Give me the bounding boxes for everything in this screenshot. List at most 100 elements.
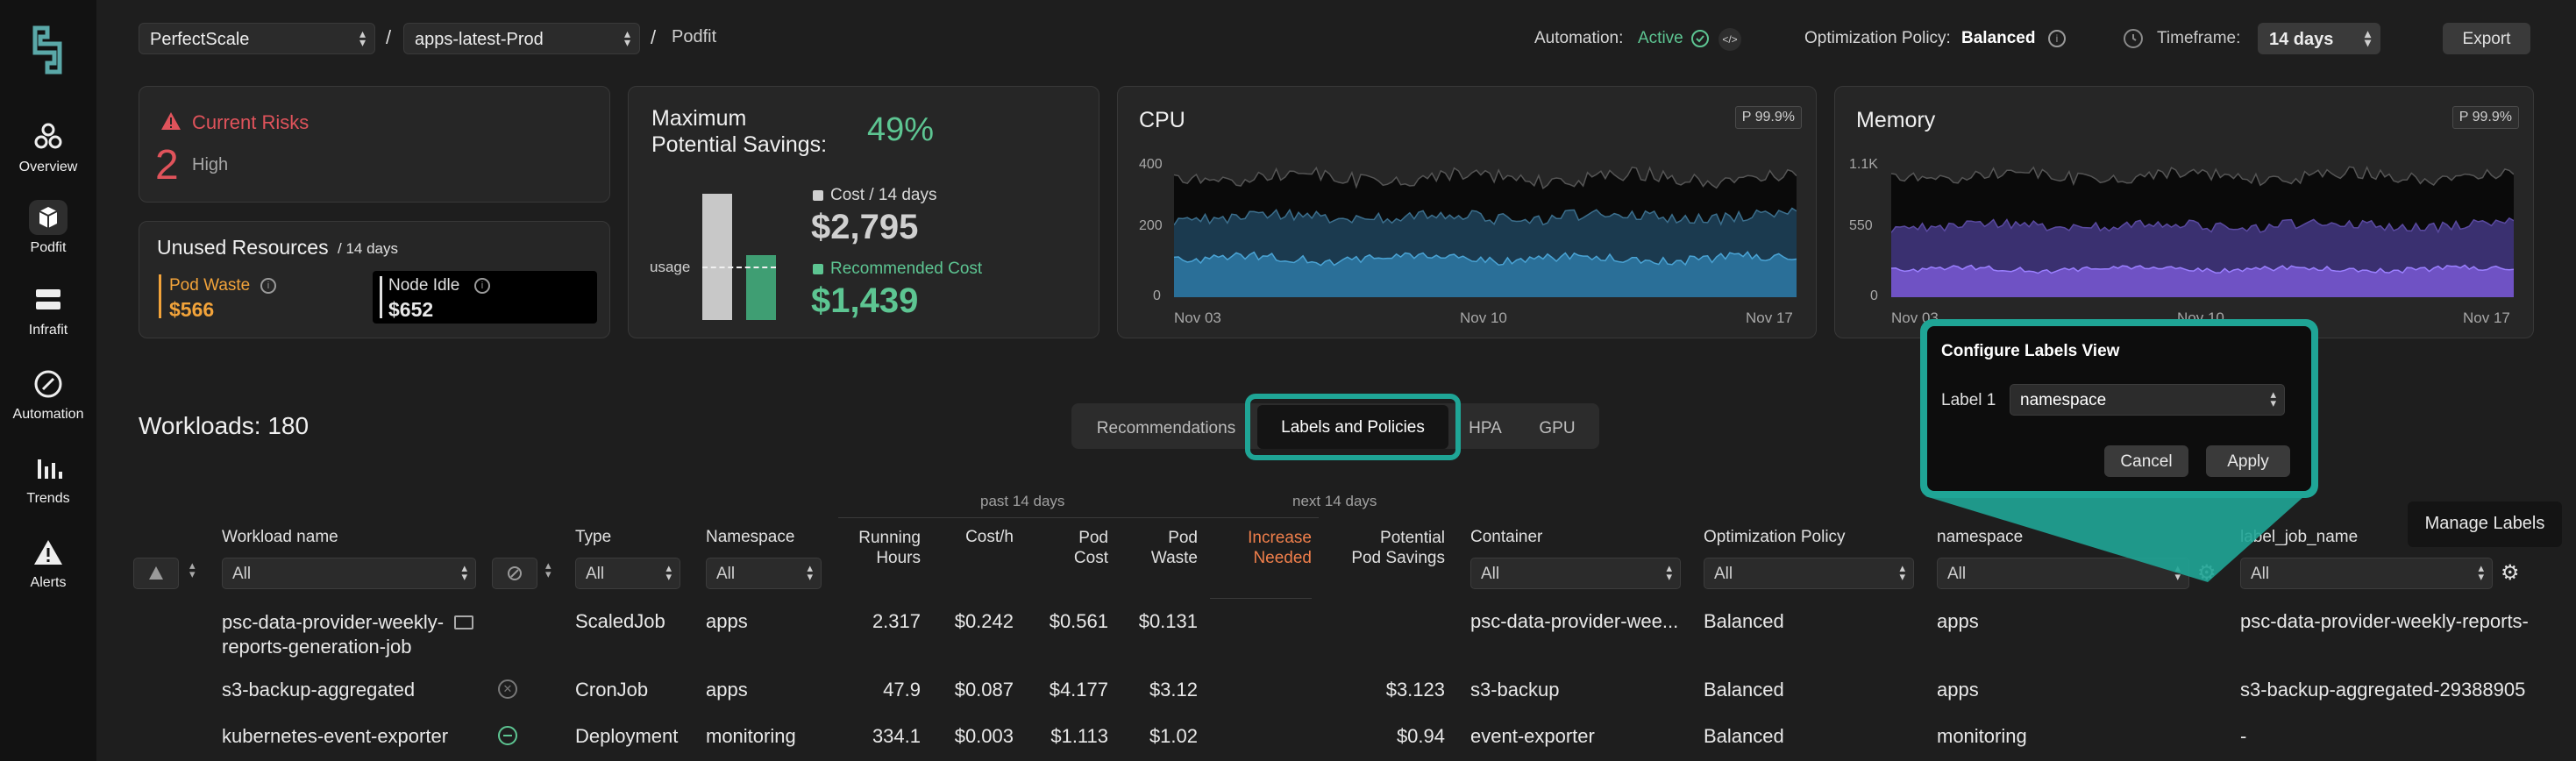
cluster-select[interactable]: apps-latest-Prod ▴ ▾ [403, 23, 640, 54]
namespace-filter[interactable]: All ▴ ▾ [706, 558, 822, 589]
risks-level: High [192, 155, 229, 174]
header-pod-waste[interactable]: Pod Waste [1122, 528, 1198, 568]
nav-item-automation[interactable]: Automation [0, 366, 96, 423]
infrafit-icon [36, 289, 60, 309]
tab-labels-and-policies[interactable]: Labels and Policies [1257, 405, 1448, 449]
savings-title-line2: Potential Savings: [651, 132, 828, 157]
row-namespace: apps [706, 679, 748, 701]
header-increase-needed[interactable]: Increase Needed [1210, 528, 1312, 568]
current-risks-card[interactable]: Current Risks 2 High [139, 86, 610, 203]
popup-label1: Label 1 [1941, 391, 1996, 409]
manage-labels-tooltip: Manage Labels [2408, 501, 2562, 547]
workload-name-filter[interactable]: All ▴ ▾ [222, 558, 476, 589]
popup-title: Configure Labels View [1941, 342, 2120, 360]
policy-filter[interactable]: All ▴ ▾ [1704, 558, 1914, 589]
cluster-select-value: apps-latest-Prod [415, 30, 544, 49]
recommended-cost-bar [746, 255, 776, 320]
automation-sort-icon[interactable]: ▴ ▾ [545, 558, 551, 580]
pod-waste-marker [159, 274, 161, 318]
header-running-hours[interactable]: Running Hours [833, 528, 921, 568]
row-workload-name[interactable]: psc-data-provider-weekly- reports-genera… [222, 610, 444, 659]
info-icon[interactable]: i [2048, 30, 2066, 47]
header-workload-name[interactable]: Workload name [222, 528, 338, 546]
podfit-icon [29, 200, 68, 235]
node-idle-label: Node Idle [388, 276, 460, 295]
cpu-x-tick: Nov 17 [1746, 309, 1793, 326]
gear-icon[interactable]: ⚙ [2501, 561, 2520, 585]
nav-item-overview[interactable]: Overview [0, 119, 96, 175]
memory-area-chart[interactable] [1891, 164, 2514, 297]
warning-icon [161, 112, 181, 130]
header-container[interactable]: Container [1470, 528, 1543, 546]
workloads-title: Workloads: 180 [139, 412, 310, 439]
nav-item-podfit[interactable]: Podfit [0, 200, 96, 256]
timeframe-select[interactable]: 14 days ▴ ▾ [2258, 23, 2380, 54]
header-type[interactable]: Type [575, 528, 612, 546]
info-icon[interactable]: i [260, 278, 276, 294]
breadcrumb-separator: / [386, 26, 392, 48]
row-policy: Balanced [1704, 725, 1784, 747]
header-potential-savings[interactable]: Potential Pod Savings [1329, 528, 1445, 568]
cpu-percentile-badge[interactable]: P 99.9% [1734, 106, 1802, 129]
header-optimization-policy[interactable]: Optimization Policy [1704, 528, 1846, 546]
risk-filter[interactable] [133, 558, 179, 589]
nav-label: Overview [18, 160, 78, 174]
tab-recommendations[interactable]: Recommendations [1096, 419, 1236, 437]
timeframe-value: 14 days [2269, 30, 2334, 49]
row-container: psc-data-provider-wee... [1470, 610, 1679, 632]
row-policy: Balanced [1704, 679, 1784, 701]
cost-bar [702, 194, 732, 320]
nav-item-trends[interactable]: Trends [0, 451, 96, 507]
header-cost-h[interactable]: Cost/h [965, 528, 1014, 546]
logo[interactable] [28, 25, 67, 75]
tab-hpa[interactable]: HPA [1469, 419, 1502, 437]
row-workload-name[interactable]: s3-backup-aggregated [222, 679, 416, 701]
memory-y-tick: 1.1K [1849, 157, 1878, 172]
chevron-updown-icon: ▴▾ [665, 561, 672, 583]
row-running-hours: 47.9 [883, 679, 921, 701]
label1-select-value: namespace [2020, 391, 2107, 409]
label-job-name-filter[interactable]: All ▴ ▾ [2240, 558, 2493, 589]
row-cost-h: $0.242 [954, 610, 1014, 632]
filter-value: All [716, 565, 736, 583]
breadcrumb-separator: / [651, 26, 657, 48]
row-pod-cost: $4.177 [1049, 679, 1108, 701]
container-filter[interactable]: All ▴ ▾ [1470, 558, 1681, 589]
info-icon[interactable]: i [474, 278, 490, 294]
breadcrumb-page: Podfit [672, 27, 717, 46]
memory-percentile-badge[interactable]: P 99.9% [2451, 106, 2519, 129]
overview-icon [34, 123, 62, 149]
org-select-value: PerfectScale [150, 30, 250, 49]
apply-button[interactable]: Apply [2206, 445, 2290, 477]
unused-resources-card: Unused Resources / 14 days Pod Waste i $… [139, 221, 610, 338]
header-label-namespace[interactable]: namespace [1937, 528, 2024, 546]
tab-gpu[interactable]: GPU [1539, 419, 1576, 437]
memory-usage-area [1891, 265, 2514, 297]
type-filter[interactable]: All ▴ ▾ [575, 558, 680, 589]
header-namespace[interactable]: Namespace [706, 528, 795, 546]
nav-item-infrafit[interactable]: Infrafit [0, 282, 96, 338]
memory-limit-area-line [1891, 166, 2514, 187]
risk-sort-icon[interactable]: ▴ ▾ [189, 558, 196, 580]
usage-label: usage [650, 259, 691, 275]
node-idle-box[interactable]: Node Idle i $652 [373, 271, 597, 324]
label1-select[interactable]: namespace ▴ ▾ [2010, 384, 2285, 416]
nav-item-alerts[interactable]: Alerts [0, 535, 96, 591]
row-pod-cost: $0.561 [1049, 610, 1108, 632]
cpu-area-chart[interactable] [1174, 164, 1797, 297]
automation-filter[interactable] [492, 558, 537, 589]
workload-name-line2: reports-generation-job [222, 636, 412, 658]
cancel-button[interactable]: Cancel [2104, 445, 2188, 477]
timeframe-label: Timeframe: [2157, 29, 2241, 47]
header-pod-waste-line2: Waste [1150, 549, 1198, 567]
risks-count: 2 [155, 142, 179, 188]
header-label-job-name[interactable]: label_job_name [2240, 528, 2359, 546]
row-cost-h: $0.003 [954, 725, 1014, 747]
cpu-usage-area-line [1174, 251, 1797, 267]
header-pod-cost[interactable]: Pod Cost [1035, 528, 1108, 568]
export-button[interactable]: Export [2443, 23, 2530, 54]
cost-value: $2,795 [811, 208, 919, 246]
row-workload-name[interactable]: kubernetes-event-exporter [222, 725, 449, 747]
org-select[interactable]: PerfectScale ▴ ▾ [139, 23, 375, 54]
code-icon[interactable]: </> [1719, 28, 1741, 51]
